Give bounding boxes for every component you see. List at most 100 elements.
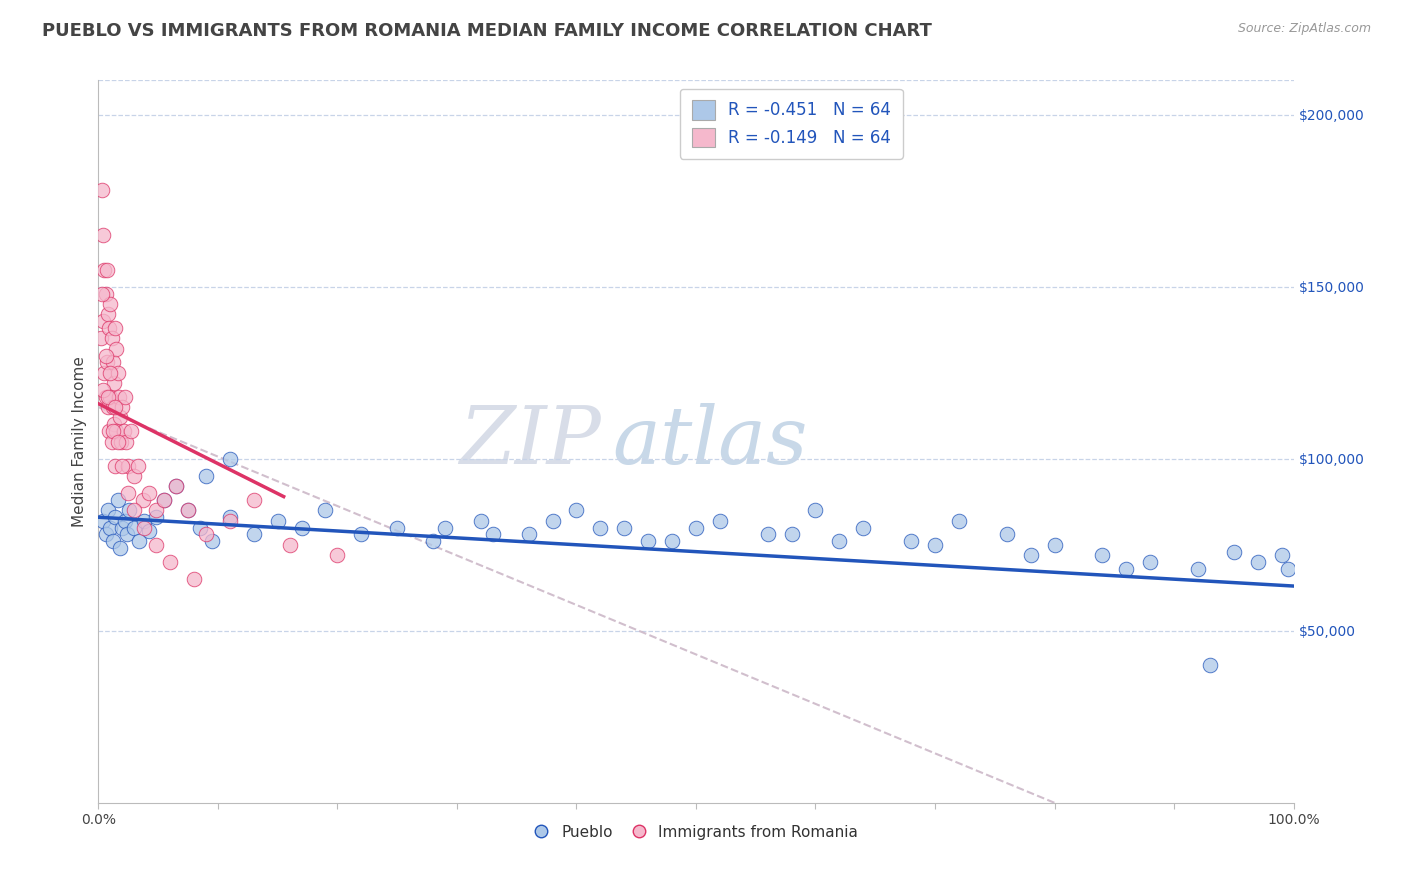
Point bbox=[100, 434, 122, 449]
Point bbox=[105, 342, 128, 356]
Point bbox=[1247, 555, 1270, 569]
Point bbox=[94, 390, 117, 404]
Point bbox=[104, 510, 127, 524]
Point bbox=[1271, 548, 1294, 562]
Point bbox=[117, 486, 139, 500]
Point bbox=[124, 469, 146, 483]
Point bbox=[120, 424, 142, 438]
Point bbox=[101, 534, 124, 549]
Point bbox=[107, 366, 129, 380]
Point bbox=[422, 534, 444, 549]
Point bbox=[637, 534, 659, 549]
Point bbox=[96, 262, 118, 277]
Point bbox=[291, 520, 314, 534]
Point bbox=[90, 331, 112, 345]
Point bbox=[108, 410, 131, 425]
Point bbox=[948, 514, 970, 528]
Point bbox=[267, 514, 290, 528]
Point bbox=[115, 527, 138, 541]
Point bbox=[201, 534, 224, 549]
Point bbox=[219, 510, 242, 524]
Point bbox=[138, 524, 160, 538]
Point bbox=[114, 514, 136, 528]
Point bbox=[112, 424, 135, 438]
Point bbox=[111, 458, 134, 473]
Point bbox=[145, 510, 167, 524]
Point bbox=[350, 527, 373, 541]
Point bbox=[219, 514, 242, 528]
Point bbox=[1043, 538, 1066, 552]
Point bbox=[98, 520, 122, 534]
Point bbox=[117, 458, 139, 473]
Point bbox=[153, 493, 176, 508]
Text: PUEBLO VS IMMIGRANTS FROM ROMANIA MEDIAN FAMILY INCOME CORRELATION CHART: PUEBLO VS IMMIGRANTS FROM ROMANIA MEDIAN… bbox=[42, 22, 932, 40]
Point bbox=[481, 527, 505, 541]
Point bbox=[900, 534, 922, 549]
Point bbox=[589, 520, 612, 534]
Point bbox=[756, 527, 779, 541]
Point bbox=[565, 503, 588, 517]
Text: ZIP: ZIP bbox=[458, 403, 600, 480]
Point bbox=[165, 479, 187, 493]
Point bbox=[98, 297, 122, 311]
Point bbox=[828, 534, 851, 549]
Point bbox=[661, 534, 683, 549]
Point bbox=[165, 479, 187, 493]
Point bbox=[127, 458, 149, 473]
Point bbox=[1277, 562, 1299, 576]
Point bbox=[685, 520, 707, 534]
Point bbox=[995, 527, 1018, 541]
Point bbox=[118, 503, 141, 517]
Point bbox=[107, 434, 129, 449]
Point bbox=[145, 503, 167, 517]
Point bbox=[111, 520, 134, 534]
Point bbox=[107, 493, 129, 508]
Point bbox=[97, 503, 120, 517]
Point bbox=[91, 383, 114, 397]
Point bbox=[91, 514, 114, 528]
Text: atlas: atlas bbox=[613, 403, 807, 480]
Point bbox=[91, 314, 114, 328]
Point bbox=[111, 400, 134, 414]
Point bbox=[1223, 544, 1246, 558]
Point bbox=[124, 520, 146, 534]
Point bbox=[103, 376, 125, 390]
Point bbox=[613, 520, 636, 534]
Point bbox=[91, 228, 114, 243]
Point bbox=[153, 493, 176, 508]
Point bbox=[183, 572, 205, 586]
Point bbox=[243, 493, 266, 508]
Point bbox=[97, 390, 120, 404]
Point bbox=[115, 434, 138, 449]
Point bbox=[1019, 548, 1042, 562]
Point bbox=[100, 331, 122, 345]
Point bbox=[541, 514, 564, 528]
Point bbox=[124, 503, 146, 517]
Point bbox=[470, 514, 492, 528]
Point bbox=[709, 514, 731, 528]
Point bbox=[195, 527, 218, 541]
Point bbox=[128, 534, 150, 549]
Point bbox=[131, 493, 153, 508]
Point bbox=[138, 486, 160, 500]
Point bbox=[103, 417, 125, 432]
Point bbox=[97, 400, 120, 414]
Point bbox=[1139, 555, 1161, 569]
Point bbox=[104, 458, 127, 473]
Point bbox=[93, 366, 115, 380]
Point bbox=[243, 527, 266, 541]
Point bbox=[98, 321, 121, 335]
Point bbox=[91, 183, 114, 197]
Point bbox=[1115, 562, 1137, 576]
Point bbox=[104, 400, 127, 414]
Legend: Pueblo, Immigrants from Romania: Pueblo, Immigrants from Romania bbox=[527, 819, 865, 846]
Point bbox=[177, 503, 200, 517]
Y-axis label: Median Family Income: Median Family Income bbox=[72, 356, 87, 527]
Point bbox=[101, 400, 124, 414]
Point bbox=[434, 520, 457, 534]
Point bbox=[98, 390, 122, 404]
Point bbox=[1199, 658, 1222, 673]
Point bbox=[852, 520, 875, 534]
Point bbox=[145, 538, 167, 552]
Point bbox=[97, 307, 120, 321]
